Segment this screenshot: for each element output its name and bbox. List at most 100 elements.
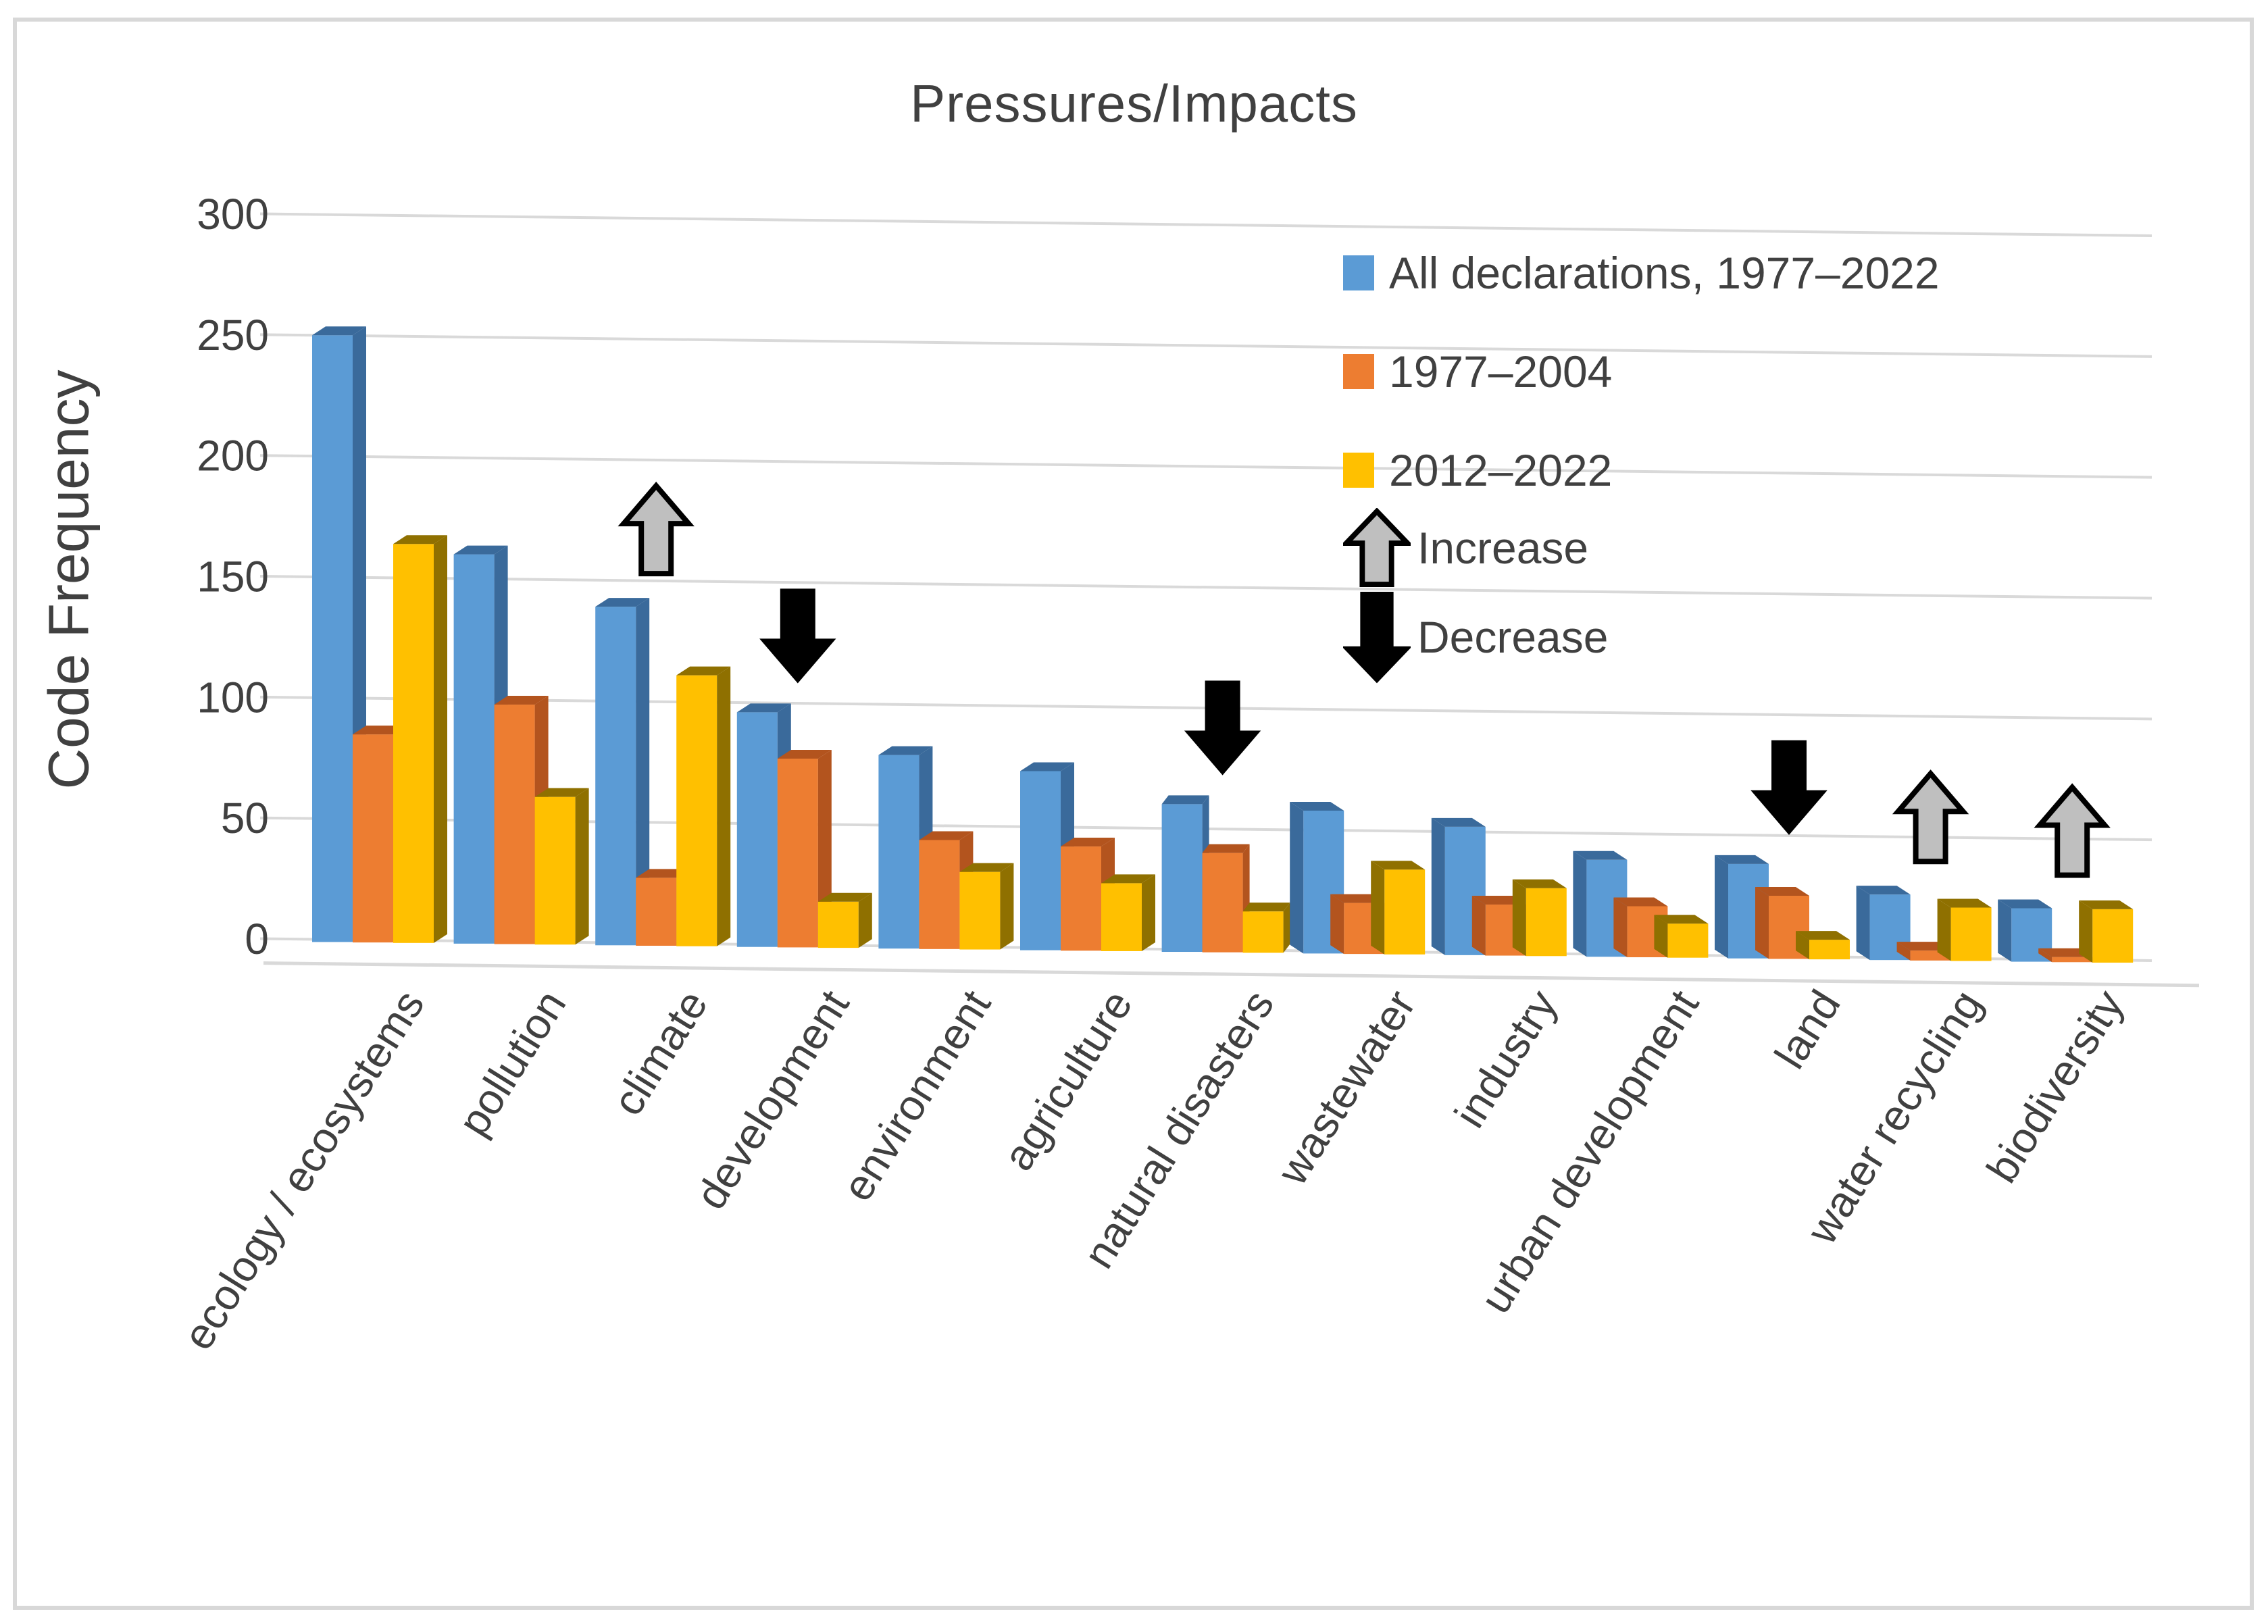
bar-side <box>1283 903 1290 953</box>
x-axis-label: ecology / ecosystems <box>174 982 434 1358</box>
bar-front <box>494 705 535 944</box>
bar-top <box>1573 851 1628 860</box>
trend-arrow-up <box>1892 769 1969 865</box>
bar-group-environment <box>878 746 1014 950</box>
trend-arrow-down <box>759 588 836 684</box>
bar-side <box>1937 898 1951 961</box>
bar-top <box>1937 898 1992 908</box>
bar-side <box>1896 942 1911 961</box>
bar-front <box>777 759 818 948</box>
bar-group-land <box>1715 855 1850 960</box>
bar-group-pollution <box>453 545 589 945</box>
bar-front <box>2052 957 2093 963</box>
bar-side <box>2079 900 2093 963</box>
bar-top <box>494 696 549 705</box>
legend-item-2012-2022: 2012–2022 <box>1343 445 1612 496</box>
legend-label: 2012–2022 <box>1389 445 1613 495</box>
bar-side <box>1654 915 1668 958</box>
x-axis-label: pollution <box>449 982 575 1144</box>
bar-top <box>2079 900 2134 909</box>
bar-top <box>595 598 650 607</box>
bar-top <box>1431 817 1486 827</box>
bar-front <box>2092 909 2134 963</box>
bar-group-climate <box>595 598 731 946</box>
bar-side <box>575 788 589 945</box>
bar-side <box>858 892 872 948</box>
bar-front <box>1101 883 1142 951</box>
bar-top <box>1796 931 1850 940</box>
bar-top <box>534 788 589 797</box>
bar-group-water-recycling <box>1856 886 1992 961</box>
bar-front <box>1667 923 1709 958</box>
bar-top <box>393 535 447 544</box>
bar-front <box>534 796 576 945</box>
floor-front-edge <box>263 961 2200 988</box>
x-axis-label: biodiversity <box>1977 982 2133 1191</box>
bar-top <box>817 892 872 902</box>
bar-front <box>636 878 677 946</box>
legend-label: All declarations, 1977–2022 <box>1389 248 1940 298</box>
bar-front <box>1526 888 1567 957</box>
bar-side <box>1796 931 1809 960</box>
legend-label: Decrease <box>1417 612 1609 662</box>
gridline <box>259 333 2152 358</box>
bar-top <box>1715 855 1769 864</box>
legend-label: 1977–2004 <box>1389 347 1613 397</box>
bar-side <box>1142 874 1155 951</box>
bar-top <box>1101 874 1155 884</box>
bar-side <box>717 666 731 946</box>
trend-arrow-up <box>2034 783 2111 878</box>
bar-front <box>878 755 919 949</box>
increase-arrow-icon <box>1343 508 1411 588</box>
bar-group-wastewater <box>1290 801 1426 955</box>
legend-item-1977-2004: 1977–2004 <box>1343 346 1612 397</box>
bar-top <box>1061 838 1115 847</box>
bar-side <box>1715 855 1728 959</box>
bar-top <box>312 326 366 336</box>
y-axis-tick-label: 0 <box>245 915 269 963</box>
bar-top <box>1654 915 1709 924</box>
x-axis-label: climate <box>603 982 717 1123</box>
bar-side <box>1512 879 1526 957</box>
legend-item-all-declarations: All declarations, 1977–2022 <box>1343 247 1940 299</box>
trend-arrow-down <box>1184 680 1261 776</box>
legend-swatch-yellow <box>1343 453 1374 488</box>
bar-front <box>736 712 778 947</box>
bar-side <box>1000 863 1014 950</box>
bar-front <box>1384 869 1426 955</box>
legend-item-decrease: Decrease <box>1343 590 1608 684</box>
bar-front <box>1242 911 1284 953</box>
bar-group-agriculture <box>1020 762 1155 951</box>
bar-top <box>676 666 731 676</box>
bar-front <box>393 544 434 943</box>
gridline <box>259 212 2152 237</box>
bar-top <box>1020 762 1074 771</box>
bar-front <box>353 734 393 943</box>
bar-top <box>1242 903 1290 912</box>
bar-top <box>878 746 933 755</box>
gridline <box>259 575 2152 600</box>
bar-front <box>1061 846 1101 951</box>
bar-group-urban-development <box>1573 851 1709 958</box>
x-axis-label: environment <box>833 982 1001 1209</box>
bar-side <box>1856 886 1870 961</box>
legend-swatch-orange <box>1343 354 1374 389</box>
bar-top <box>1202 844 1250 853</box>
bar-group-natural-disasters <box>1161 795 1290 953</box>
x-axis-label: industry <box>1445 982 1567 1136</box>
bar-side <box>2038 948 2052 963</box>
x-axis-label: agriculture <box>993 982 1141 1179</box>
bar-front <box>817 901 859 948</box>
trend-arrow-down <box>1750 740 1828 836</box>
y-axis-tick-label: 250 <box>197 311 269 359</box>
gridline <box>259 454 2152 479</box>
bar-front <box>595 607 636 946</box>
legend-label: Increase <box>1417 523 1589 573</box>
bar-group-ecology-ecosystems <box>312 326 447 943</box>
bar-top <box>1290 801 1344 811</box>
bar-top <box>1613 897 1668 907</box>
bar-top <box>959 863 1014 872</box>
legend-swatch-blue <box>1343 255 1374 290</box>
